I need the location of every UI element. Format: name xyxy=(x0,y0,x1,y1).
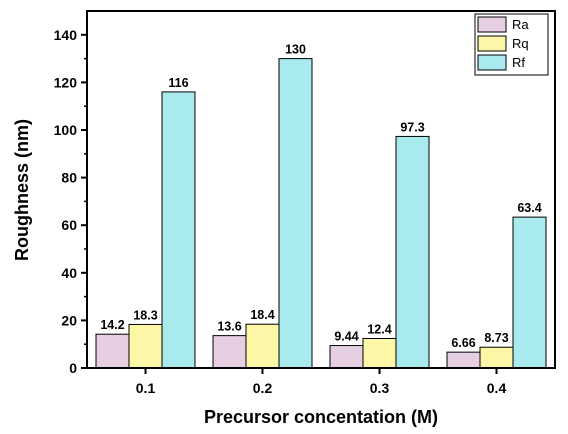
bar-rf-0.4 xyxy=(512,216,547,369)
bar-rf-0.3 xyxy=(395,135,430,369)
y-tick-label: 20 xyxy=(61,312,77,328)
data-label: 97.3 xyxy=(400,120,424,134)
legend-swatch-rf xyxy=(477,54,507,71)
y-tick-label: 140 xyxy=(54,27,78,43)
bar-rq-0.2 xyxy=(245,323,280,369)
data-label: 13.6 xyxy=(217,320,241,334)
x-tick-label: 0.4 xyxy=(487,380,507,396)
bar-ra-0.2 xyxy=(212,335,247,369)
bar-ra-0.1 xyxy=(95,333,130,369)
x-axis: 0.1 0.2 0.3 0.4 xyxy=(136,368,507,396)
y-tick-label: 0 xyxy=(69,360,77,376)
y-axis-title: Roughness (nm) xyxy=(12,119,32,261)
x-axis-title: Precursor concentation (M) xyxy=(204,407,438,427)
x-tick-label: 0.3 xyxy=(370,380,390,396)
x-tick-label: 0.1 xyxy=(136,380,156,396)
data-label: 6.66 xyxy=(451,336,475,350)
data-labels-group: 14.2 18.3 116 13.6 18.4 130 9.44 12.4 97.3 6.66 8.… xyxy=(100,43,541,351)
y-tick-label: 120 xyxy=(54,74,78,90)
data-label: 18.3 xyxy=(133,308,157,322)
legend-label-rq: Rq xyxy=(512,36,529,51)
y-tick-label: 40 xyxy=(61,265,77,281)
bar-rq-0.4 xyxy=(479,346,514,369)
legend-swatch-ra xyxy=(477,16,507,33)
plot-frame xyxy=(86,10,556,369)
data-label: 18.4 xyxy=(250,308,274,322)
data-label: 63.4 xyxy=(517,201,541,215)
data-label: 116 xyxy=(168,76,188,90)
bar-rq-0.3 xyxy=(362,337,397,369)
y-tick-label: 80 xyxy=(61,170,77,186)
data-label: 9.44 xyxy=(334,330,358,344)
legend-label-rf: Rf xyxy=(512,55,525,70)
legend-label-ra: Ra xyxy=(512,17,529,32)
bar-rf-0.2 xyxy=(278,58,313,369)
legend-swatch-rq xyxy=(477,35,507,52)
legend: Ra Rq Rf xyxy=(474,13,549,76)
y-tick-label: 100 xyxy=(54,122,78,138)
bars-group xyxy=(95,58,547,369)
data-label: 14.2 xyxy=(100,318,124,332)
bar-rq-0.1 xyxy=(128,323,163,369)
y-axis: 0 20 40 60 80 100 120 140 xyxy=(54,27,87,376)
y-tick-label: 60 xyxy=(61,217,77,233)
data-label: 130 xyxy=(285,43,306,57)
data-label: 12.4 xyxy=(367,322,391,336)
bar-ra-0.4 xyxy=(446,351,481,369)
bar-rf-0.1 xyxy=(161,91,196,369)
data-label: 8.73 xyxy=(484,331,508,345)
x-tick-label: 0.2 xyxy=(253,380,273,396)
bar-ra-0.3 xyxy=(329,345,364,369)
